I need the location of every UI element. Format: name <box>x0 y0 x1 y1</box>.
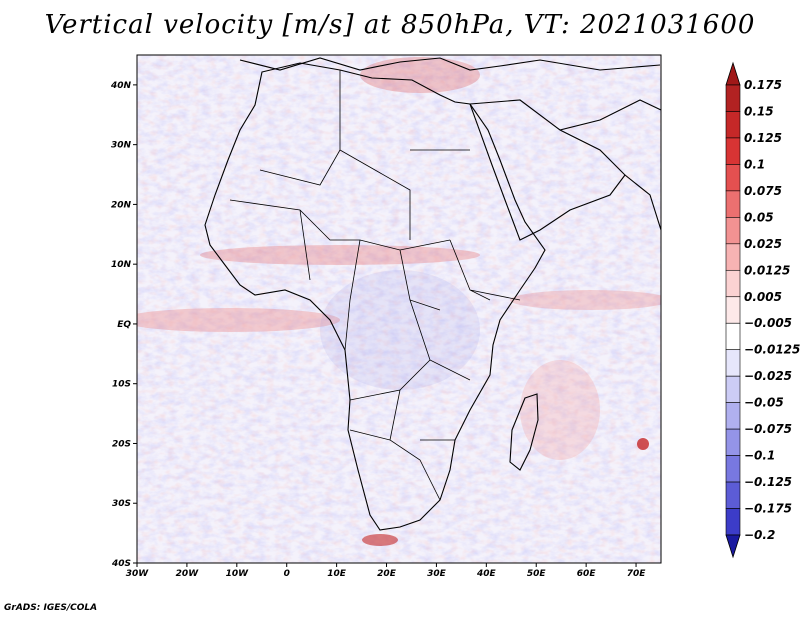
colorbar-swatch <box>725 402 741 430</box>
colorbar-bottom-arrow <box>725 534 741 559</box>
arabia-outline <box>469 99 626 241</box>
lat-tick-label: 40N <box>110 81 132 91</box>
colorbar-level-label: 0.175 <box>744 78 782 92</box>
colorbar-swatch <box>725 137 741 165</box>
lat-tick-label: 40S <box>111 559 131 569</box>
map-title: Vertical velocity [m/s] at 850hPa, VT: 2… <box>44 10 756 40</box>
colorbar-level-label: −0.175 <box>744 502 792 516</box>
lat-tick-label: 20S <box>112 439 131 449</box>
country-borders <box>229 70 521 501</box>
lon-tick-label: 20W <box>176 569 200 579</box>
colorbar-level-label: 0.005 <box>744 290 782 304</box>
colorbar-level-label: −0.125 <box>744 475 792 489</box>
lon-tick-label: 60E <box>577 569 597 579</box>
colorbar-level-label: −0.1 <box>744 449 775 463</box>
madagascar-outline <box>509 393 539 471</box>
colorbar-swatch <box>725 190 741 218</box>
colorbar-level-label: −0.05 <box>744 396 784 410</box>
map-frame <box>136 54 662 564</box>
colorbar-level-label: 0.1 <box>744 157 765 171</box>
colorbar-swatch <box>725 84 741 112</box>
colorbar-swatch <box>725 296 741 324</box>
colorbar-level-label: −0.2 <box>744 528 775 542</box>
asia-outline <box>559 99 661 231</box>
colorbar-level-label: −0.005 <box>744 316 792 330</box>
colorbar-swatch <box>725 164 741 192</box>
colorbar-swatch <box>725 243 741 271</box>
colorbar-swatch <box>725 349 741 377</box>
lon-tick-label: 50E <box>527 569 547 579</box>
coastlines <box>204 57 661 531</box>
lat-tick-label: 10S <box>112 380 131 390</box>
colorbar-level-label: 0.15 <box>744 104 774 118</box>
colorbar-level-label: −0.0125 <box>744 343 800 357</box>
colorbar-level-label: 0.125 <box>744 131 782 145</box>
lat-tick-label: 30N <box>111 141 132 151</box>
lat-tick-label: 10N <box>111 260 132 270</box>
latitude-axis: 40N 30N 20N 10N EQ 10S 20S 30S 40S <box>110 81 137 569</box>
colorbar-level-label: 0.05 <box>744 210 774 224</box>
colorbar: 0.175 0.15 0.125 0.1 0.075 0.05 0.025 0.0125 0.0… <box>725 61 800 559</box>
lon-tick-label: 70E <box>627 569 647 579</box>
lon-tick-label: 10E <box>327 569 347 579</box>
europe-outline <box>239 57 661 71</box>
lon-tick-label: 0 <box>284 569 290 579</box>
colorbar-swatch <box>725 481 741 509</box>
colorbar-swatch <box>725 455 741 483</box>
colorbar-level-label: 0.0125 <box>744 263 790 277</box>
lat-tick-label: 30S <box>112 499 131 509</box>
colorbar-swatch <box>725 375 741 403</box>
lat-tick-label: EQ <box>117 320 131 330</box>
colorbar-level-label: 0.075 <box>744 184 782 198</box>
colorbar-swatch <box>725 428 741 456</box>
colorbar-level-label: −0.075 <box>744 422 792 436</box>
colorbar-level-label: −0.025 <box>744 369 792 383</box>
colorbar-swatch <box>725 111 741 139</box>
colorbar-swatch <box>725 508 741 536</box>
colorbar-swatch <box>725 269 741 298</box>
lon-tick-label: 10W <box>226 569 250 579</box>
velocity-field <box>137 55 661 563</box>
lat-tick-label: 20N <box>111 200 132 210</box>
colorbar-swatch <box>725 217 741 245</box>
colorbar-level-label: 0.025 <box>744 237 782 251</box>
lon-tick-label: 40E <box>476 569 497 579</box>
colorbar-swatch <box>725 322 741 351</box>
lon-tick-label: 30E <box>427 569 447 579</box>
longitude-axis: 30W 20W 10W 0 10E 20E 30E 40E 50E 60E 70E <box>126 563 646 579</box>
credit-label: GrADS: IGES/COLA <box>4 603 98 613</box>
lon-tick-label: 30W <box>126 569 150 579</box>
colorbar-top-arrow <box>725 61 741 86</box>
lon-tick-label: 20E <box>377 569 397 579</box>
